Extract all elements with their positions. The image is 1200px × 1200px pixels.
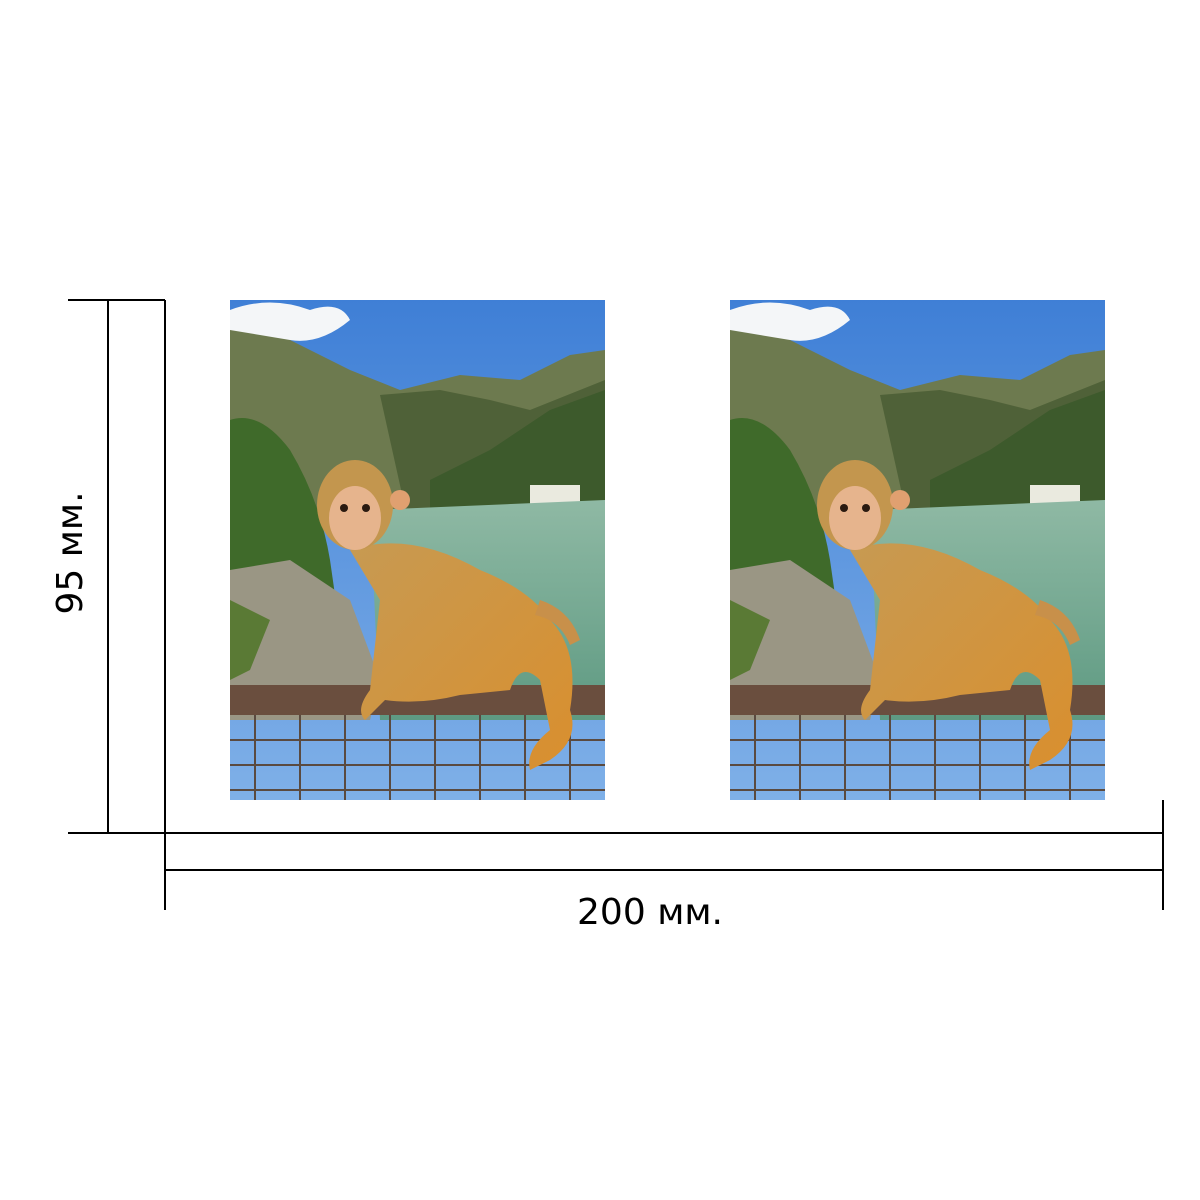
height-dimension <box>68 299 166 834</box>
height-label: 95 мм. <box>50 491 91 614</box>
width-dimension <box>164 800 1164 910</box>
photo <box>730 300 1105 800</box>
photo <box>230 300 605 800</box>
width-label: 200 мм. <box>577 892 723 933</box>
